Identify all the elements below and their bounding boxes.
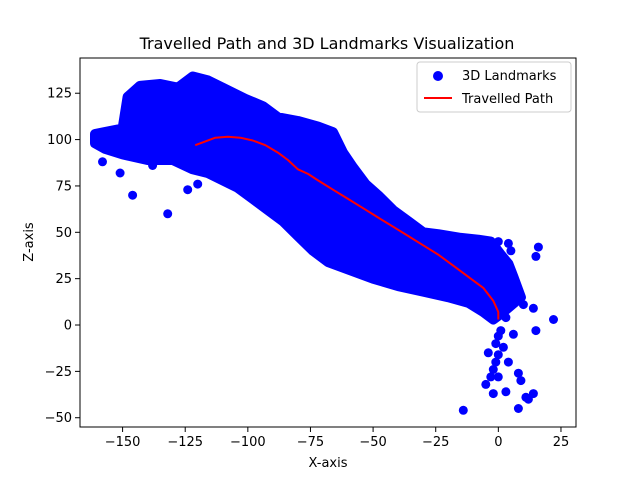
x-tick-label: −75 — [297, 435, 324, 450]
landmark-point — [128, 191, 137, 200]
landmark-point — [481, 380, 490, 389]
landmark-point — [501, 313, 510, 322]
landmark-point — [506, 274, 515, 283]
y-tick-label: −25 — [45, 365, 72, 380]
landmark-point — [459, 406, 468, 415]
chart-title: Travelled Path and 3D Landmarks Visualiz… — [139, 34, 515, 53]
landmark-point — [193, 180, 202, 189]
landmark-point — [529, 304, 538, 313]
y-tick-label: −50 — [45, 411, 72, 426]
landmark-point — [136, 143, 145, 152]
landmark-point — [163, 209, 172, 218]
x-tick-label: −25 — [422, 435, 449, 450]
landmark-point — [469, 245, 478, 254]
x-tick-label: 0 — [494, 435, 502, 450]
landmark-point — [116, 169, 125, 178]
landmark-point — [484, 348, 493, 357]
y-tick-label: 125 — [47, 87, 72, 102]
y-tick-label: 25 — [55, 272, 72, 287]
landmark-point — [519, 300, 528, 309]
x-tick-label: −100 — [230, 435, 266, 450]
landmark-point — [183, 185, 192, 194]
landmark-point — [531, 326, 540, 335]
x-tick-label: −125 — [167, 435, 203, 450]
x-tick-label: 25 — [553, 435, 570, 450]
legend-marker-landmarks — [433, 71, 443, 81]
y-tick-label: 100 — [47, 133, 72, 148]
landmark-point — [494, 237, 503, 246]
landmark-point — [531, 252, 540, 261]
landmark-point — [506, 246, 515, 255]
landmark-point — [549, 315, 558, 324]
landmark-point — [514, 404, 523, 413]
y-tick-label: 0 — [64, 319, 72, 334]
x-tick-label: −150 — [105, 435, 141, 450]
landmark-point — [509, 330, 518, 339]
legend-label-path: Travelled Path — [461, 92, 553, 107]
landmark-point — [464, 254, 473, 263]
landmark-point — [534, 243, 543, 252]
y-tick-label: 50 — [55, 226, 72, 241]
landmark-point — [494, 372, 503, 381]
landmark-point — [499, 265, 508, 274]
landmark-point — [499, 343, 508, 352]
landmark-point — [474, 265, 483, 274]
landmark-point — [501, 387, 510, 396]
legend-label-landmarks: 3D Landmarks — [462, 69, 557, 84]
landmark-point — [489, 389, 498, 398]
x-tick-label: −50 — [359, 435, 386, 450]
landmark-point — [481, 250, 490, 259]
landmark-point — [496, 283, 505, 292]
landmark-point — [98, 157, 107, 166]
x-axis-title: X-axis — [309, 456, 348, 471]
y-axis-title: Z-axis — [22, 222, 37, 262]
y-tick-label: 75 — [55, 179, 72, 194]
landmark-point — [148, 161, 157, 170]
landmark-point — [504, 358, 513, 367]
landmark-point — [516, 376, 525, 385]
landmark-point — [486, 261, 495, 270]
landmark-point — [524, 395, 533, 404]
legend: 3D Landmarks Travelled Path — [417, 62, 571, 112]
landmark-point — [213, 161, 222, 170]
